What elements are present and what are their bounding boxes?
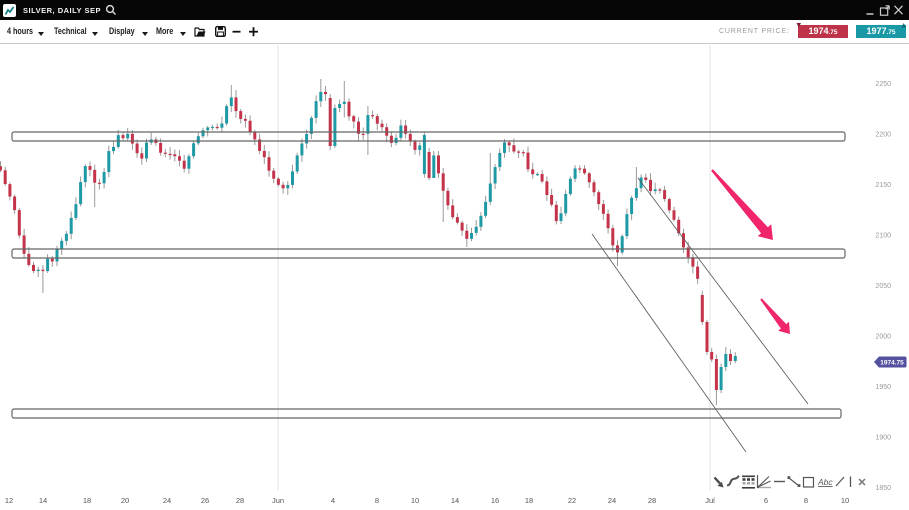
svg-text:18: 18 (525, 496, 533, 505)
svg-text:Jul: Jul (705, 496, 715, 505)
svg-text:4: 4 (331, 496, 335, 505)
svg-text:14: 14 (39, 496, 47, 505)
svg-text:12: 12 (5, 496, 13, 505)
svg-text:8: 8 (804, 496, 808, 505)
svg-text:2250: 2250 (875, 81, 891, 88)
svg-text:28: 28 (236, 496, 244, 505)
svg-text:14: 14 (451, 496, 459, 505)
svg-text:10: 10 (411, 496, 419, 505)
svg-text:6: 6 (764, 496, 768, 505)
svg-text:24: 24 (163, 496, 171, 505)
svg-text:22: 22 (568, 496, 576, 505)
svg-text:2150: 2150 (875, 182, 891, 189)
svg-text:2100: 2100 (875, 233, 891, 240)
svg-text:1900: 1900 (875, 435, 891, 442)
svg-text:2050: 2050 (875, 283, 891, 290)
svg-text:2000: 2000 (875, 334, 891, 341)
svg-text:26: 26 (201, 496, 209, 505)
svg-text:10: 10 (841, 496, 849, 505)
svg-text:2200: 2200 (875, 132, 891, 139)
svg-text:16: 16 (491, 496, 499, 505)
svg-text:Abc: Abc (817, 477, 833, 487)
svg-text:24: 24 (608, 496, 616, 505)
svg-text:18: 18 (83, 496, 91, 505)
svg-text:1850: 1850 (875, 485, 891, 492)
svg-text:28: 28 (648, 496, 656, 505)
svg-text:1974.75: 1974.75 (880, 360, 904, 367)
svg-text:20: 20 (121, 496, 129, 505)
svg-text:1950: 1950 (875, 384, 891, 391)
svg-text:Jun: Jun (272, 496, 284, 505)
svg-text:8: 8 (375, 496, 379, 505)
